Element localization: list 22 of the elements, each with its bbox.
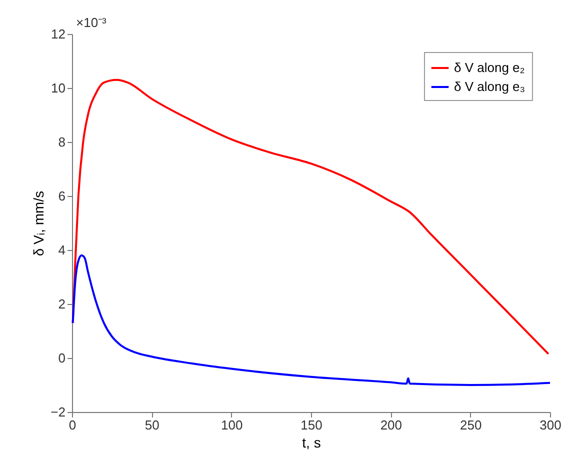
line-series: [72, 78, 550, 355]
x-tick-label: 150: [300, 418, 322, 432]
y-tick-label: −2: [50, 404, 66, 420]
x-tick-label: 100: [220, 418, 243, 432]
y-tick-label: 0: [58, 350, 66, 366]
legend-label: δ V along e₂: [454, 60, 525, 75]
x-axis-title: t, s: [302, 434, 321, 450]
y-tick-label: 8: [58, 134, 66, 150]
y-tick-label: 12: [51, 26, 66, 42]
x-tick-label: 200: [380, 418, 402, 432]
legend-label: δ V along e₃: [454, 79, 526, 94]
line-series: [72, 254, 551, 386]
text: ×10⁻³: [76, 15, 108, 30]
x-tick-label: 0: [68, 418, 76, 432]
y-tick-label: 6: [58, 188, 66, 204]
y-tick-label: 4: [58, 242, 66, 258]
y-axis-title: δ Vᵢ, mm/s: [30, 190, 47, 256]
x-tick-label: 50: [144, 418, 160, 432]
x-tick-label: 250: [460, 418, 482, 432]
y-tick-label: 10: [51, 80, 66, 96]
x-tick-label: 300: [540, 418, 562, 432]
y-tick-label: 2: [58, 296, 66, 312]
